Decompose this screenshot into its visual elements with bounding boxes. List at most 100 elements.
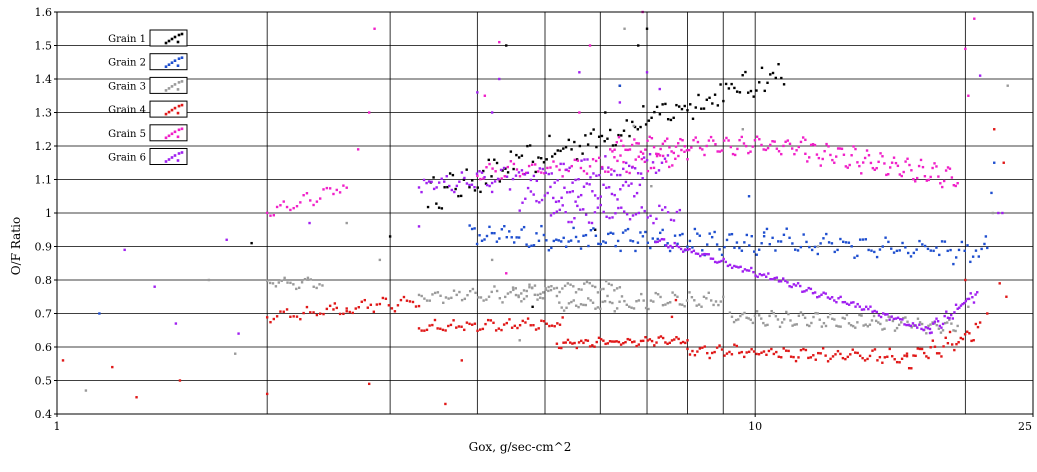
data-point [602,339,605,342]
data-point [625,170,628,174]
data-point [452,289,456,292]
data-point [754,274,757,277]
data-point [735,344,739,348]
data-point [645,71,649,74]
data-point [752,350,756,353]
data-point [606,342,610,345]
data-point [791,147,794,150]
data-point [643,160,647,164]
data-point [901,318,904,321]
data-point [943,314,946,318]
data-point [473,189,477,192]
data-point [806,323,809,327]
data-point [555,286,559,290]
data-point [620,134,623,137]
data-point [662,238,666,241]
data-point [788,142,792,146]
data-point [736,147,739,151]
data-point [285,205,289,209]
data-point [845,302,849,305]
data-point [906,157,909,160]
data-point [135,396,138,399]
data-point [864,323,867,326]
data-point [727,139,730,142]
data-point [766,81,769,85]
legend-swatch-point [164,89,168,92]
data-point [526,317,530,320]
legend-swatch-point [180,56,184,59]
data-point [458,290,461,294]
data-point [820,325,824,328]
data-point [935,246,938,249]
data-point [328,304,332,308]
data-point [891,319,895,323]
data-point [677,154,680,158]
data-point [752,270,755,274]
data-point [269,320,272,324]
data-point [613,340,616,343]
data-point [893,329,897,332]
data-point [916,326,919,329]
data-point [713,230,716,234]
data-point [509,150,513,153]
data-point [964,299,968,303]
data-point [265,279,269,283]
data-point [830,296,834,299]
data-point [933,320,937,323]
data-point [592,227,595,230]
data-point [738,351,741,355]
data-point [875,310,879,314]
data-point [891,355,894,358]
data-point [990,191,993,195]
data-point [423,297,426,300]
data-point [869,161,873,165]
data-point [963,249,966,253]
data-point [606,137,609,140]
data-point [634,249,637,253]
data-point [457,325,461,328]
data-point [794,359,798,363]
data-point [709,135,713,139]
data-point [720,149,724,152]
data-point [531,286,534,289]
data-point [864,238,868,241]
data-point [636,128,640,131]
data-point [575,158,579,161]
data-point [675,210,679,214]
data-point [693,227,697,231]
data-point [573,217,576,220]
data-point [367,111,371,114]
data-point [648,338,652,341]
data-point [440,207,444,210]
data-point [778,325,782,329]
data-point [809,287,813,291]
data-point [432,176,435,179]
data-point [444,329,447,332]
data-point [611,144,615,147]
data-point [916,317,920,320]
data-point [622,167,625,171]
data-point [884,236,887,239]
data-point [723,139,726,142]
data-point [517,295,520,299]
data-point [509,290,512,294]
data-point [887,315,890,318]
data-point [462,178,466,181]
data-point [993,128,996,131]
data-point [302,194,305,197]
data-point [773,276,776,280]
data-point [571,181,574,184]
data-point [465,168,468,171]
data-point [508,188,512,191]
data-point [633,167,637,170]
data-point [289,315,292,318]
data-point [577,305,580,309]
legend-label: Grain 1 [108,34,146,45]
data-point [914,180,917,183]
data-point [534,163,537,166]
data-point [762,235,766,238]
data-point [478,234,481,237]
data-point [674,157,677,161]
data-point [548,134,551,138]
data-point [925,332,928,335]
